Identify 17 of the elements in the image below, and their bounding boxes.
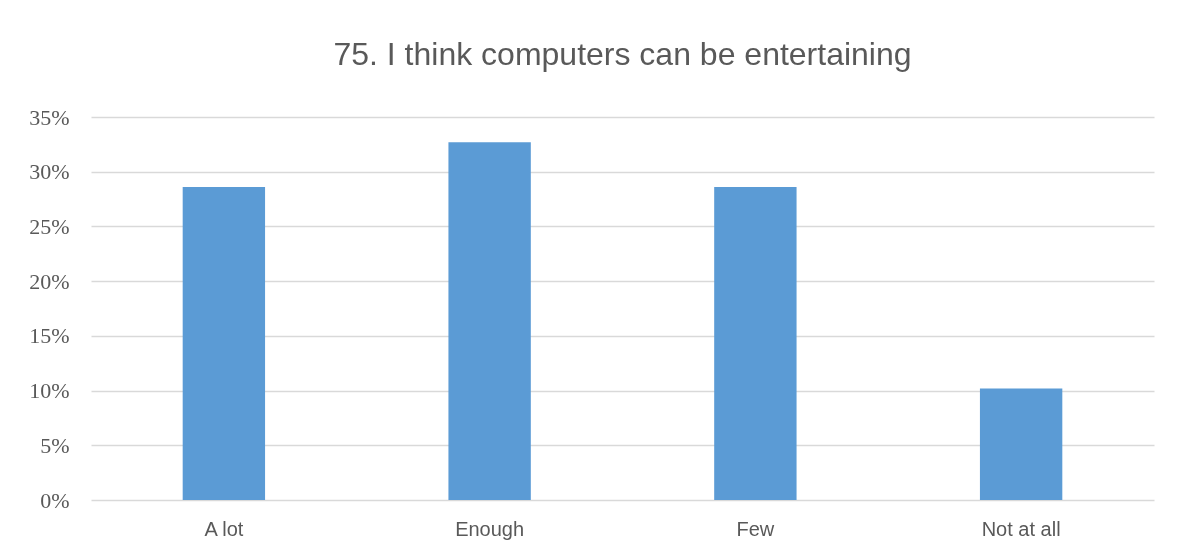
x-tick-label: Few — [736, 517, 775, 540]
y-tick-label: 0% — [40, 487, 70, 513]
y-tick-label: 5% — [40, 432, 70, 458]
bar — [979, 388, 1063, 500]
bar — [714, 187, 797, 500]
x-tick-label: A lot — [204, 517, 244, 540]
bar — [182, 187, 266, 500]
x-tick-label: Enough — [455, 517, 525, 540]
y-tick-label: 10% — [29, 378, 70, 404]
x-tick-label: Not at all — [981, 517, 1061, 540]
y-tick-label: 20% — [29, 268, 70, 294]
y-tick-label: 30% — [29, 159, 70, 185]
y-tick-label: 35% — [29, 104, 70, 130]
y-tick-label: 25% — [29, 213, 70, 239]
y-tick-label: 15% — [29, 323, 70, 349]
bar — [448, 142, 531, 500]
chart-title: 75. I think computers can be entertaining — [333, 36, 912, 72]
